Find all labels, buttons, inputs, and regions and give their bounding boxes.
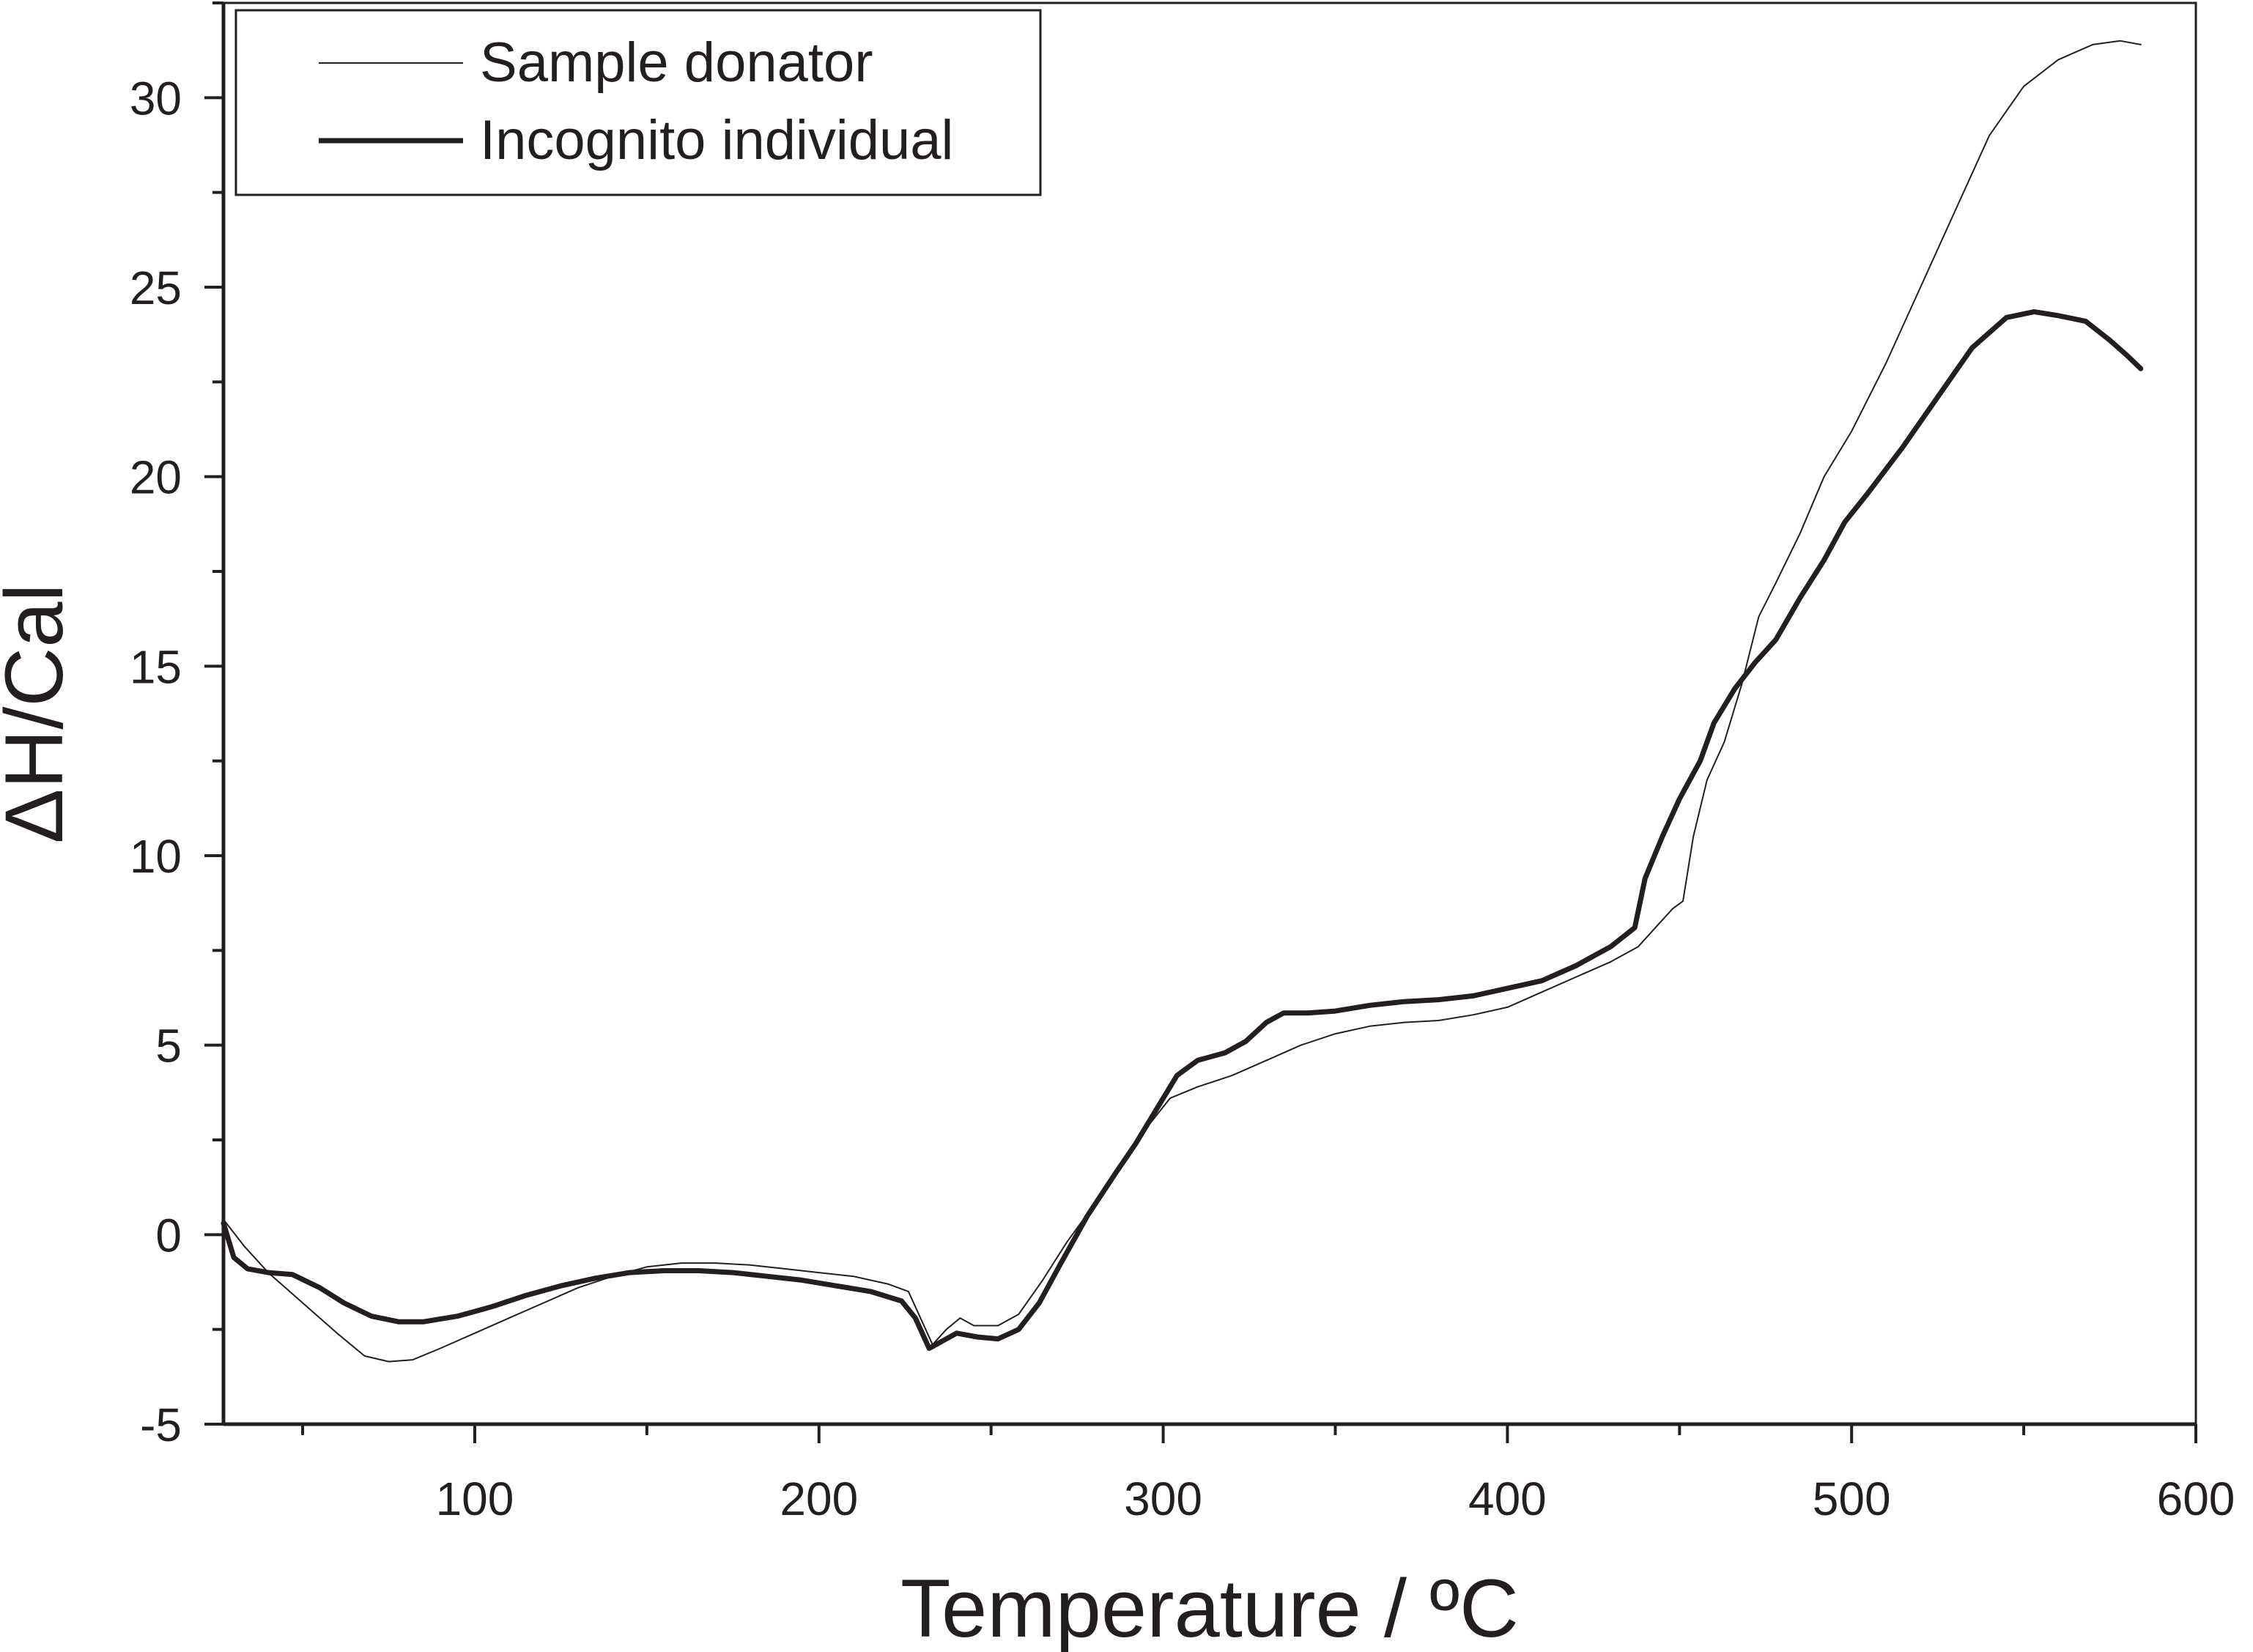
y-tick-label-10: 10 bbox=[130, 830, 182, 883]
x-tick-label-300: 300 bbox=[1124, 1473, 1202, 1525]
x-tick-label-400: 400 bbox=[1468, 1473, 1547, 1525]
y-tick-label--5: -5 bbox=[140, 1399, 182, 1451]
y-tick-label-0: 0 bbox=[155, 1209, 182, 1262]
series-line-sample-donator bbox=[223, 40, 2142, 1363]
y-tick-label-20: 20 bbox=[130, 451, 182, 504]
x-tick-label-500: 500 bbox=[1813, 1473, 1891, 1525]
legend-label-incognito-individual: Incognito individual bbox=[480, 109, 953, 171]
x-tick-label-100: 100 bbox=[436, 1473, 514, 1525]
x-tick-label-200: 200 bbox=[780, 1473, 858, 1525]
plot-area-border bbox=[222, 1, 2197, 1426]
x-axis-title: Temperature / ºC bbox=[900, 1563, 1519, 1652]
legend-label-sample-donator: Sample donator bbox=[480, 32, 873, 94]
y-tick-label-15: 15 bbox=[130, 640, 182, 693]
series-line-incognito-individual bbox=[221, 309, 2144, 1351]
y-tick-label-25: 25 bbox=[130, 262, 182, 314]
series-lines bbox=[221, 40, 2144, 1363]
y-tick-label-30: 30 bbox=[130, 72, 182, 125]
x-tick-label-600: 600 bbox=[2157, 1473, 2235, 1525]
y-tick-label-5: 5 bbox=[155, 1020, 182, 1073]
legend-box bbox=[234, 9, 1042, 196]
plot-frame bbox=[221, 1, 2197, 1426]
axis-ticks: 100 200 300 400 500 600 -5 0 5 10 15 20 25 30 bbox=[130, 1, 2235, 1525]
legend: Sample donator Incognito individual bbox=[234, 9, 1042, 196]
y-axis-title: ΔH/Cal bbox=[0, 584, 80, 844]
